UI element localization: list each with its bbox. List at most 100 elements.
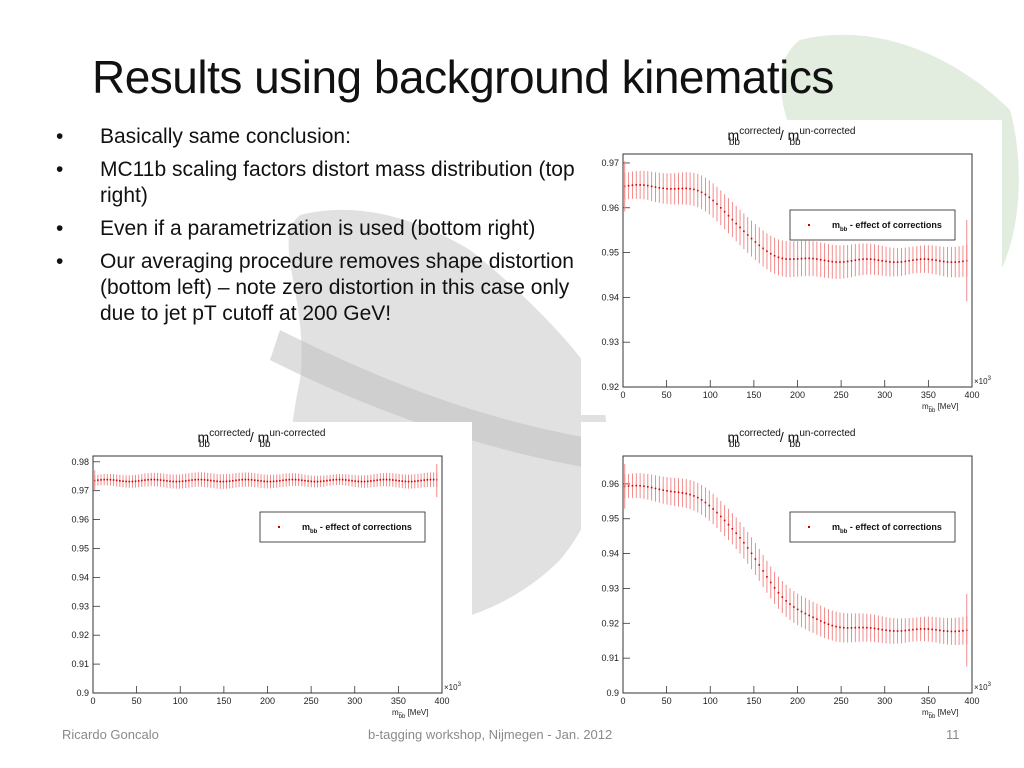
bullet-glyph: • bbox=[56, 217, 64, 240]
data-point bbox=[181, 480, 184, 483]
data-point bbox=[301, 479, 303, 482]
data-point bbox=[823, 259, 826, 262]
y-tick-label: 0.93 bbox=[601, 583, 619, 593]
data-point bbox=[720, 515, 722, 518]
data-point bbox=[404, 480, 407, 483]
chart-title: mcorrected bb / mun-corrected bb bbox=[198, 428, 326, 450]
data-point bbox=[869, 627, 872, 629]
data-point bbox=[97, 479, 99, 481]
bullet-item: • MC11b scaling factors distort mass dist… bbox=[56, 157, 576, 209]
y-tick-label: 0.98 bbox=[71, 457, 89, 467]
data-point bbox=[232, 479, 234, 482]
data-point bbox=[693, 495, 695, 497]
data-point bbox=[162, 479, 165, 482]
bullet-text: Our averaging procedure removes shape di… bbox=[100, 250, 574, 325]
xlabel-unit: [MeV] bbox=[405, 708, 428, 717]
data-point bbox=[754, 241, 757, 243]
data-point bbox=[743, 230, 745, 233]
data-point bbox=[789, 603, 791, 605]
data-point bbox=[647, 485, 649, 488]
x-tick-label: 200 bbox=[790, 696, 805, 706]
data-point bbox=[862, 626, 864, 629]
data-point bbox=[206, 479, 209, 481]
data-point bbox=[115, 479, 118, 482]
data-point bbox=[808, 614, 811, 617]
data-point bbox=[916, 628, 918, 631]
footer-page-number: 11 bbox=[946, 727, 960, 742]
data-point bbox=[804, 612, 807, 615]
x-tick-label: 150 bbox=[746, 390, 761, 400]
data-point bbox=[238, 479, 240, 481]
data-point bbox=[900, 261, 903, 263]
data-point bbox=[681, 187, 684, 190]
data-point bbox=[654, 487, 657, 490]
data-point bbox=[889, 261, 891, 263]
data-point bbox=[739, 226, 741, 229]
bullet-item: • Even if a parametrization is used (bott… bbox=[56, 216, 576, 242]
x-tick-label: 50 bbox=[662, 696, 672, 706]
legend-box bbox=[789, 209, 956, 241]
data-point bbox=[796, 608, 799, 611]
bullet-text: Basically same conclusion: bbox=[100, 125, 351, 148]
x-tick-label: 400 bbox=[964, 696, 979, 706]
data-point bbox=[650, 185, 653, 188]
data-point bbox=[842, 261, 845, 263]
data-point bbox=[156, 478, 159, 481]
bullet-item: • Our averaging procedure removes shape d… bbox=[56, 249, 576, 327]
data-point bbox=[673, 187, 676, 190]
title-divider: / m bbox=[246, 429, 269, 445]
data-point bbox=[639, 484, 641, 487]
data-point bbox=[128, 480, 131, 483]
title-sup: corrected bbox=[209, 428, 251, 439]
data-point bbox=[401, 480, 404, 482]
data-point bbox=[858, 626, 860, 629]
data-point bbox=[310, 480, 313, 483]
data-point bbox=[889, 629, 891, 632]
data-point bbox=[279, 479, 281, 482]
data-point bbox=[923, 258, 926, 260]
data-point bbox=[662, 489, 664, 491]
data-point bbox=[341, 478, 344, 481]
title-sub: bb bbox=[729, 137, 741, 148]
exponent-power: 3 bbox=[988, 376, 992, 382]
data-point bbox=[670, 188, 672, 190]
data-point bbox=[370, 480, 372, 482]
data-point bbox=[927, 628, 930, 630]
data-point bbox=[677, 491, 680, 494]
data-point bbox=[673, 491, 676, 493]
data-point bbox=[708, 196, 711, 199]
data-point bbox=[781, 257, 784, 260]
chart-panel-bottom-right: mcorrected bb / mun-corrected bb 0.9 0.91 0.9… bbox=[581, 422, 1002, 721]
legend-label: mbb - effect of corrections bbox=[302, 522, 412, 535]
data-point bbox=[881, 259, 884, 262]
data-point bbox=[225, 480, 228, 483]
data-point bbox=[141, 479, 143, 482]
x-tick-label: 300 bbox=[877, 390, 892, 400]
data-point bbox=[219, 480, 222, 483]
data-point bbox=[689, 493, 691, 496]
data-point bbox=[297, 479, 300, 481]
legend-sub: bb bbox=[310, 529, 318, 535]
data-point bbox=[677, 187, 680, 190]
legend-marker bbox=[808, 224, 810, 226]
data-point bbox=[654, 186, 657, 188]
x-tick-label: 400 bbox=[434, 696, 449, 706]
data-point bbox=[942, 260, 945, 263]
data-point bbox=[175, 480, 178, 483]
data-point bbox=[839, 261, 841, 263]
data-point bbox=[294, 478, 297, 481]
legend-marker bbox=[808, 526, 810, 528]
data-point bbox=[191, 479, 193, 481]
data-point bbox=[685, 492, 688, 495]
data-point bbox=[166, 480, 168, 482]
data-point bbox=[631, 484, 634, 487]
data-point bbox=[919, 258, 922, 260]
y-tick-label: 0.91 bbox=[601, 653, 619, 663]
data-point bbox=[357, 480, 360, 483]
legend-text: - effect of corrections bbox=[847, 220, 942, 230]
title-sub: bb bbox=[789, 439, 801, 450]
data-point bbox=[892, 630, 895, 632]
data-point bbox=[272, 480, 275, 483]
data-point bbox=[125, 480, 127, 483]
data-point bbox=[858, 258, 860, 261]
